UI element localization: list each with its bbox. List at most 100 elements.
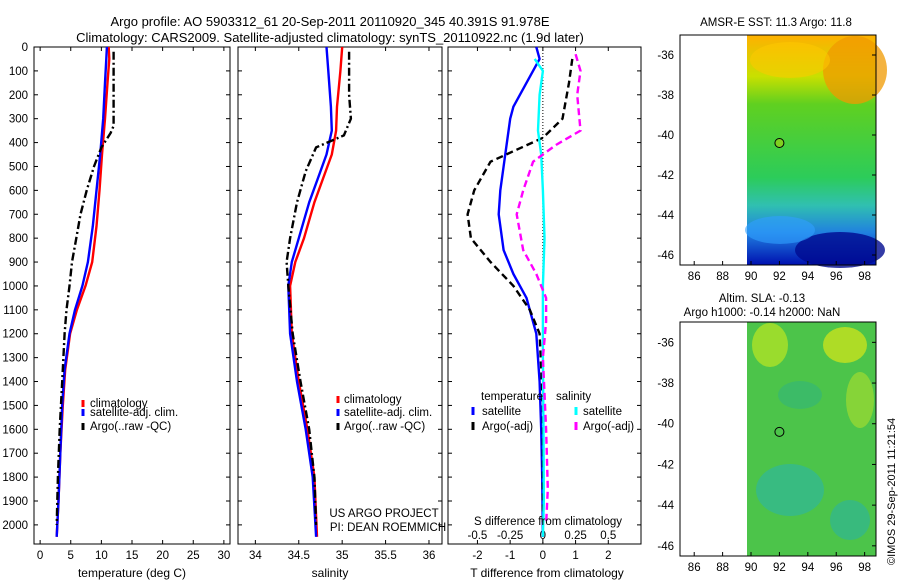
x-tick-label: 20 [156, 550, 169, 562]
difference-legend: temperature salinity satellite Argo(-adj… [471, 391, 634, 433]
x-tick-label: 30 [217, 550, 230, 562]
map-x-tick-label: 96 [830, 271, 843, 283]
s-diff-xlabel: S difference from climatology [474, 516, 622, 528]
map-x-tick-label: 92 [773, 562, 786, 574]
x-tick-label: -2 [472, 550, 482, 562]
salinity-lines [285, 46, 353, 537]
salinity-xlabel: salinity [312, 566, 349, 580]
sst-map-border [679, 34, 877, 266]
map-x-tick-label: 90 [745, 562, 758, 574]
x-tick-label: 34.5 [288, 550, 310, 562]
map-y-tick-label: -38 [657, 90, 674, 102]
map-y-tick-label: -46 [657, 541, 674, 553]
map-y-tick-label: -36 [657, 337, 674, 349]
map-y-tick-label: -42 [657, 459, 674, 471]
depth-tick-label: 400 [9, 138, 28, 150]
map-x-tick-label: 88 [716, 271, 729, 283]
s-tick-label: -0.5 [468, 530, 488, 542]
sla-high-patch [752, 323, 788, 367]
s-tick-label: 0.5 [600, 530, 616, 542]
difference-panel: -2 -1 0 1 2 -0.5 -0.25 0 0.25 0.5 S difference f… [447, 46, 642, 580]
s-tick-label: -0.25 [497, 530, 523, 542]
sst-map-x-axis: 86 88 90 92 94 96 98 [688, 261, 871, 283]
legend-label: satellite-adj. clim. [90, 407, 178, 419]
depth-tick-label: 800 [9, 233, 28, 245]
depth-tick-label: 600 [9, 185, 28, 197]
depth-axis: 0 100 200 300 400 500 600 700 800 900 1000 1100 1200… [2, 42, 28, 532]
map-x-tick-label: 86 [688, 271, 701, 283]
depth-tick-label: 500 [9, 161, 28, 173]
sst-cold-patch [795, 232, 885, 268]
map-y-tick-label: -42 [657, 170, 674, 182]
x-tick-label: 36 [423, 550, 436, 562]
series-line-argo-raw-qc- [285, 51, 353, 525]
sla-map-x-axis: 86 88 90 92 94 96 98 [688, 552, 871, 574]
legend-label: satellite [583, 406, 622, 418]
depth-tick-label: 1700 [2, 448, 28, 460]
series-line-satellite-adj-clim- [287, 46, 333, 537]
s-tick-label: 0.25 [564, 530, 586, 542]
x-tick-label: 35.5 [374, 550, 396, 562]
credit-line1: US ARGO PROJECT [329, 508, 438, 520]
map-y-tick-label: -46 [657, 250, 674, 262]
sla-high-patch [846, 372, 874, 428]
sst-warm-patch [750, 42, 830, 78]
depth-tick-label: 1100 [3, 305, 28, 317]
legend-label: satellite-adj. clim. [344, 407, 432, 419]
legend-label: satellite [482, 406, 521, 418]
depth-tick-label: 1900 [2, 496, 28, 508]
argo-location-marker [774, 426, 785, 437]
depth-tick-label: 1600 [2, 424, 28, 436]
map-x-tick-label: 94 [801, 562, 814, 574]
salinity-x-axis: 34 34.5 35 35.5 36 [249, 47, 435, 562]
salinity-axes-box [237, 46, 443, 545]
depth-tick-label: 1300 [2, 353, 28, 365]
x-tick-label: 35 [336, 550, 349, 562]
map-x-tick-label: 90 [745, 271, 758, 283]
depth-tick-label: 1200 [2, 329, 28, 341]
sst-map-title: AMSR-E SST: 11.3 Argo: 11.8 [700, 17, 852, 29]
map-y-tick-label: -38 [657, 378, 674, 390]
depth-tick-label: 100 [9, 66, 28, 78]
map-y-tick-label: -40 [657, 130, 674, 142]
sst-cold-patch [745, 216, 815, 244]
map-x-tick-label: 96 [830, 562, 843, 574]
legend-label: Argo(-adj) [482, 421, 533, 433]
legend-header-salinity: salinity [556, 391, 591, 403]
series-line-climatology [288, 46, 344, 537]
x-tick-label: 25 [187, 550, 200, 562]
depth-tick-label: 2000 [2, 520, 28, 532]
sla-map-title-line1: Altim. SLA: -0.13 [719, 293, 805, 305]
sst-map: AMSR-E SST: 11.3 Argo: 11.8 86 88 90 92 94 96… [657, 17, 887, 283]
sla-high-patch [823, 327, 867, 363]
sla-map: Altim. SLA: -0.13 Argo h1000: -0.14 h200… [657, 293, 877, 574]
map-y-tick-label: -44 [657, 210, 674, 222]
temperature-legend: climatology satellite-adj. clim. Argo(..… [81, 398, 178, 433]
depth-tick-label: 1000 [2, 281, 28, 293]
legend-label: Argo(..raw -QC) [90, 421, 171, 433]
legend-label: Argo(-adj) [583, 421, 634, 433]
salinity-legend: climatology satellite-adj. clim. Argo(..… [336, 394, 432, 433]
t-diff-xlabel: T difference from climatology [470, 566, 624, 580]
depth-tick-label: 1400 [2, 377, 28, 389]
legend-label: climatology [344, 394, 402, 406]
temperature-panel: 0100200300400500600700800900100011001200… [2, 42, 231, 580]
x-tick-label: -1 [505, 550, 515, 562]
salinity-panel: 34 34.5 35 35.5 36 salinity climatology sate… [237, 46, 446, 580]
map-x-tick-label: 88 [716, 562, 729, 574]
argo-location-marker [774, 138, 785, 148]
x-tick-label: 0 [540, 550, 546, 562]
difference-x-axis: -2 -1 0 1 2 [472, 47, 611, 562]
depth-tick-label: 900 [9, 257, 28, 269]
depth-tick-label: 0 [22, 42, 28, 54]
depth-tick-label: 1500 [2, 400, 28, 412]
sst-map-y-axis: -36 -38 -40 -42 -44 -46 [657, 50, 876, 262]
depth-tick-label: 300 [9, 114, 28, 126]
imos-timestamp: ©IMOS 29-Sep-2011 11:21:54 [886, 417, 898, 565]
sla-map-title-line2: Argo h1000: -0.14 h2000: NaN [684, 307, 841, 319]
x-tick-label: 1 [572, 550, 578, 562]
series-line-argo-raw-qc- [55, 51, 115, 525]
map-x-tick-label: 98 [858, 271, 871, 283]
map-y-tick-label: -36 [657, 50, 674, 62]
